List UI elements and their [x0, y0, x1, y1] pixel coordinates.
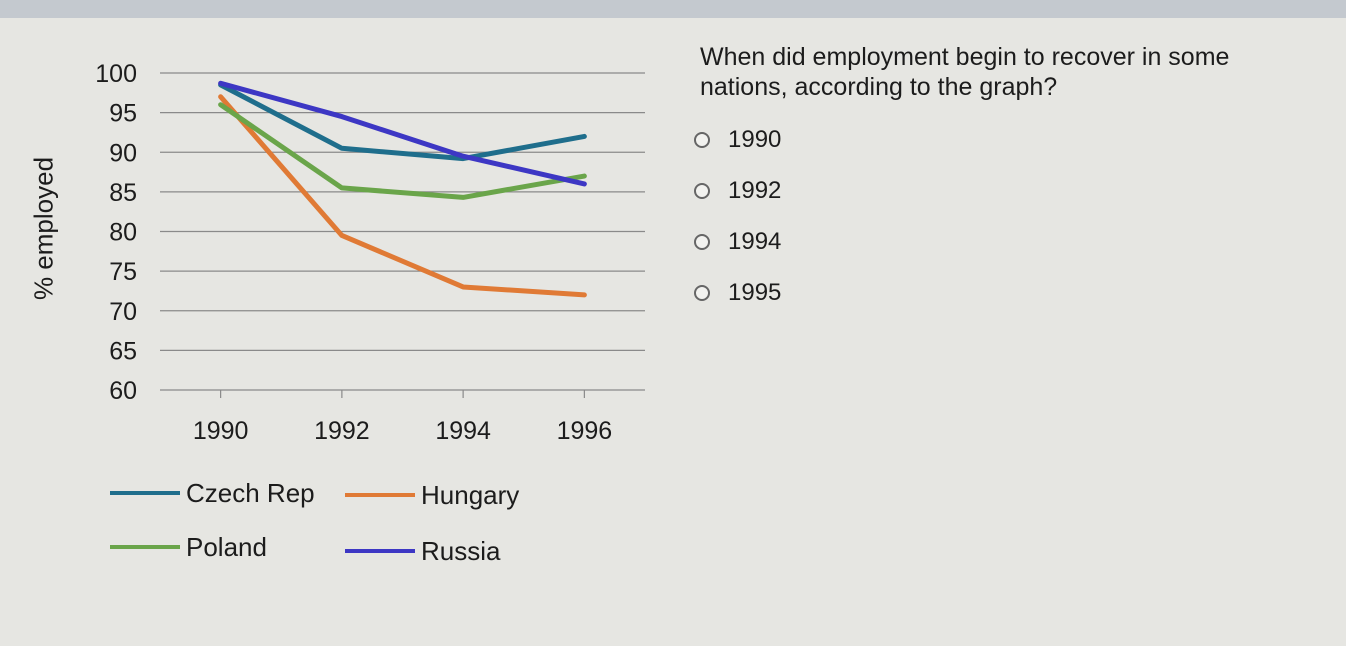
- legend-item-russia: Russia: [345, 534, 500, 568]
- legend-item-czech-rep: Czech Rep: [110, 476, 315, 510]
- line-chart: 60 65 70 75 80 85 90 95 100 1990 1992 1994 1996: [95, 60, 645, 445]
- x-tick-label: 1992: [314, 417, 370, 445]
- x-axis: 1990 1992 1994 1996: [160, 389, 645, 445]
- option-1990[interactable]: 1990: [694, 124, 781, 156]
- y-tick-label: 75: [109, 258, 137, 286]
- legend-swatch-czech-rep: [110, 491, 180, 495]
- y-tick-labels: 60 65 70 75 80 85 90 95 100: [95, 60, 137, 405]
- option-1994[interactable]: 1994: [694, 226, 781, 258]
- legend-label-czech-rep: Czech Rep: [186, 477, 315, 508]
- legend-item-poland: Poland: [110, 530, 267, 564]
- radio-circle-icon[interactable]: [694, 132, 710, 148]
- option-label: 1994: [728, 228, 782, 255]
- legend-label-russia: Russia: [421, 535, 501, 566]
- option-label: 1990: [728, 126, 782, 153]
- series-line-hungary: [218, 94, 587, 298]
- y-tick-label: 65: [109, 337, 137, 365]
- legend-swatch-poland: [110, 545, 180, 549]
- y-tick-label: 80: [109, 219, 137, 247]
- series-line-czech-rep: [218, 82, 587, 162]
- series-lines: [218, 80, 587, 298]
- radio-circle-icon[interactable]: [694, 183, 710, 199]
- legend-swatch-hungary: [345, 493, 415, 497]
- option-label: 1992: [728, 177, 782, 204]
- x-tick-label: 1990: [193, 417, 249, 445]
- series-line-poland: [218, 102, 587, 200]
- y-axis-title: % employed: [28, 156, 59, 301]
- legend-swatch-russia: [345, 549, 415, 553]
- option-1992[interactable]: 1992: [694, 175, 781, 207]
- y-tick-label: 60: [109, 377, 137, 405]
- x-tick-label: 1994: [435, 417, 491, 445]
- legend: Czech Rep Hungary Poland Russia: [110, 476, 570, 576]
- y-tick-label: 95: [109, 100, 137, 128]
- series-line-russia: [218, 80, 587, 187]
- y-tick-label: 85: [109, 179, 137, 207]
- radio-circle-icon[interactable]: [694, 285, 710, 301]
- question-text: When did employment begin to recover in …: [700, 43, 1230, 101]
- option-label: 1995: [728, 279, 782, 306]
- radio-circle-icon[interactable]: [694, 234, 710, 250]
- legend-label-hungary: Hungary: [421, 479, 520, 510]
- option-1995[interactable]: 1995: [694, 277, 781, 309]
- y-tick-label: 100: [95, 60, 137, 88]
- top-bar: [0, 0, 1346, 18]
- y-tick-label: 70: [109, 298, 137, 326]
- y-tick-label: 90: [109, 139, 137, 167]
- legend-item-hungary: Hungary: [345, 478, 519, 512]
- x-tick-label: 1996: [557, 417, 613, 445]
- legend-label-poland: Poland: [186, 531, 267, 562]
